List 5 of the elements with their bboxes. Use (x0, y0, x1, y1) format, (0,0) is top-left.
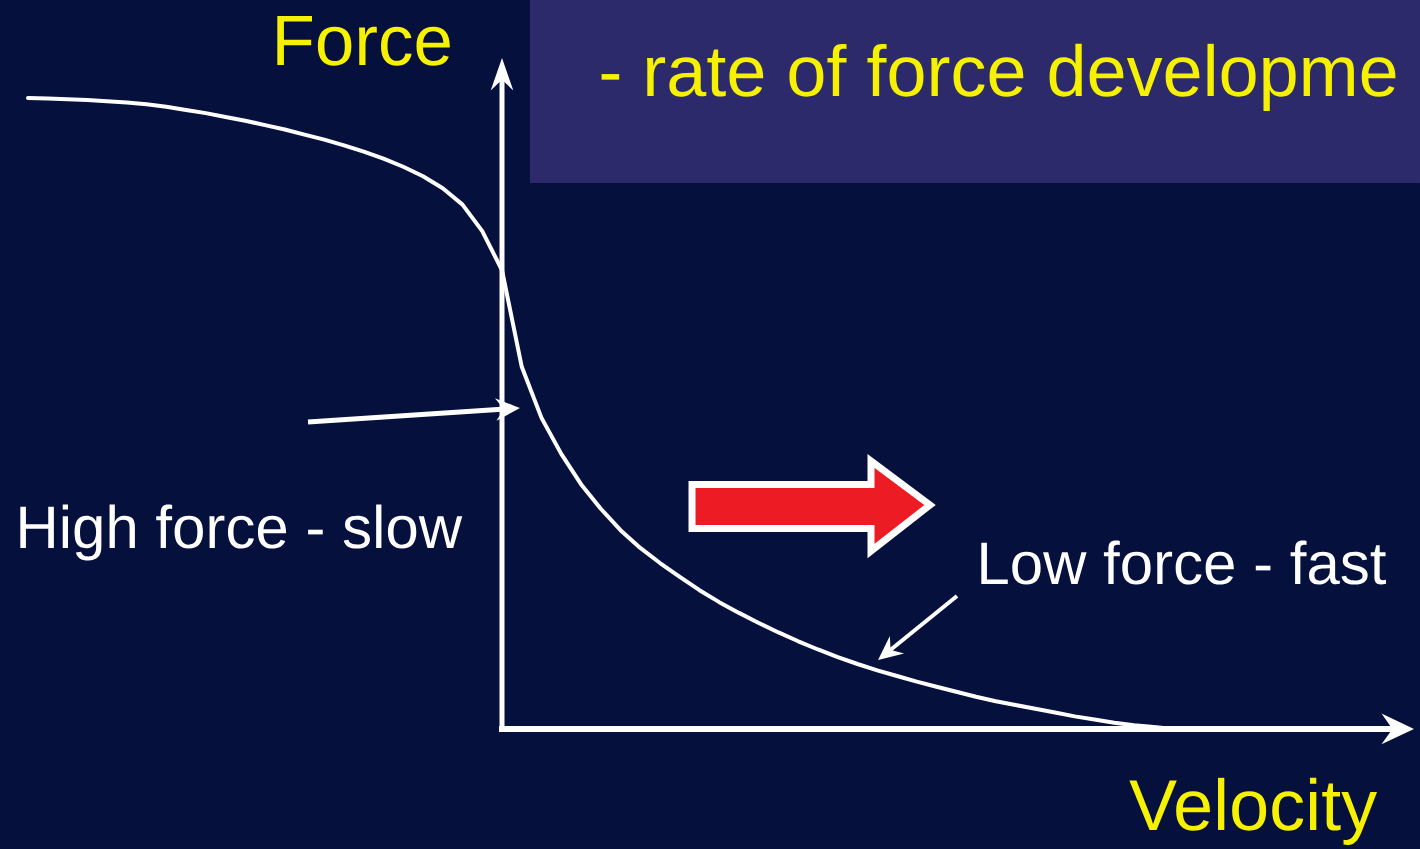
y-axis-title: Force (277, 16, 450, 66)
x-axis-title: Velocity (1129, 777, 1378, 845)
annotation: High force - slow (20, 504, 463, 561)
chart-subtitle: - rate of force developme (601, 43, 1396, 111)
annotation: Low force - fast (981, 540, 1387, 585)
